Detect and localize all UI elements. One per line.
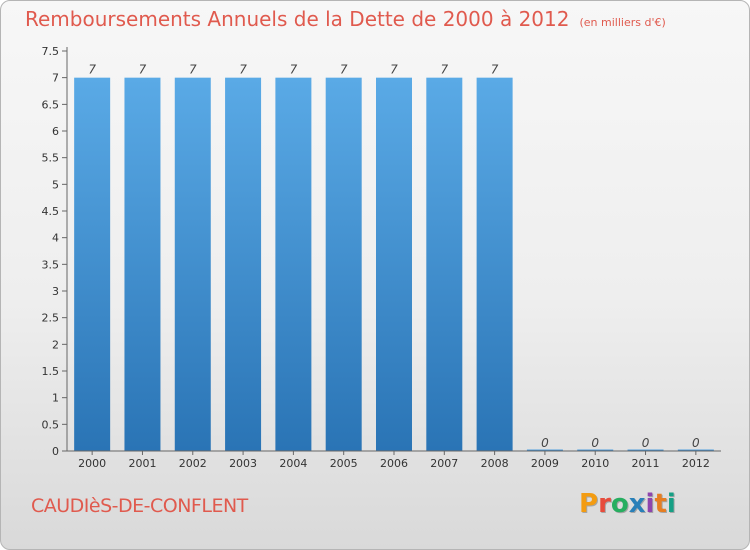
y-tick-label: 1 [52,392,59,405]
proxiti-logo: Proxiti [579,489,676,519]
data-label: 7 [189,63,197,77]
data-label: 0 [692,436,700,450]
bar-2002 [174,77,211,452]
y-tick-label: 1.5 [42,365,60,378]
y-tick-label: 0.5 [42,418,60,431]
x-tick-label: 2003 [229,457,257,470]
y-tick-label: 2 [52,338,59,351]
y-tick-label: 0 [52,445,59,458]
logo-letter: i [666,489,676,519]
chart-subtitle: (en milliers d'€) [579,16,666,29]
x-axis: 2000 2001 2002 2003 2004 2005 2006 2007 2008 2009… [67,450,721,470]
bar-2011 [627,449,664,451]
chart-title: Remboursements Annuels de la Dette de 20… [25,7,570,31]
bar-2003 [225,77,262,452]
bar-2004 [275,77,312,452]
data-label: 7 [88,63,96,77]
logo-letter: P [579,489,599,519]
bar-2010 [577,449,614,451]
logo-letter: r [598,489,611,519]
bar-2006 [376,77,412,452]
logo-letter: i [645,489,655,519]
bar-2012 [677,449,714,451]
x-tick-label: 2005 [330,457,358,470]
y-axis: 0 0.5 1 1.5 2 2.5 3 3.5 4 4.5 5 5.5 6 6.5 7 7.5 [42,45,68,458]
x-tick-label: 2009 [531,457,559,470]
bars [74,77,714,452]
x-tick-label: 2012 [682,457,710,470]
logo-letter: t [654,489,667,519]
x-tick-label: 2001 [128,457,156,470]
commune-name: CAUDIèS-DE-CONFLENT [31,495,248,517]
data-label: 7 [390,63,398,77]
x-tick-label: 2007 [430,457,458,470]
x-tick-label: 2011 [632,457,660,470]
y-tick-label: 5 [52,178,59,191]
bar-2001 [124,77,161,452]
y-tick-label: 6.5 [42,98,60,111]
bar-2007 [426,77,463,452]
chart-header: Remboursements Annuels de la Dette de 20… [25,7,666,31]
bar-2009 [526,449,563,451]
y-tick-label: 3 [52,285,59,298]
x-tick-label: 2010 [581,457,609,470]
x-tick-label: 2002 [179,457,207,470]
data-label: 7 [139,63,147,77]
data-label: 7 [340,63,348,77]
y-tick-label: 4 [52,232,59,245]
y-tick-label: 2.5 [42,312,60,325]
bar-2005 [325,77,362,452]
y-tick-label: 5.5 [42,152,60,165]
y-tick-label: 4.5 [42,205,60,218]
x-tick-label: 2004 [279,457,307,470]
data-label: 7 [440,63,448,77]
data-labels: 7 7 7 7 7 7 7 7 7 0 0 0 0 [88,63,700,450]
bar-2000 [74,77,111,452]
data-label: 7 [290,63,298,77]
data-label: 0 [591,436,599,450]
x-tick-label: 2008 [481,457,509,470]
y-tick-label: 7.5 [42,45,60,58]
x-tick-label: 2000 [78,457,106,470]
data-label: 0 [541,436,549,450]
data-label: 7 [491,63,499,77]
x-tick-label: 2006 [380,457,408,470]
y-tick-label: 7 [52,72,59,85]
logo-letter: o [610,489,629,519]
data-label: 0 [642,436,650,450]
y-tick-label: 3.5 [42,258,60,271]
logo-letter: x [628,489,646,519]
bar-2008 [476,77,513,452]
y-tick-label: 6 [52,125,59,138]
data-label: 7 [239,63,247,77]
